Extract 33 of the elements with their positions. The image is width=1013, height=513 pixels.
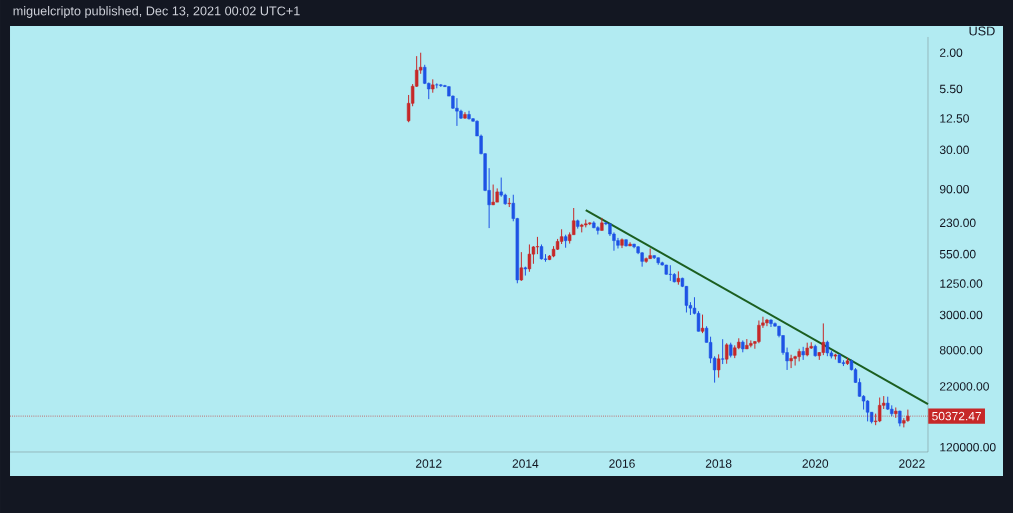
y-tick-label: 5.50 [939, 84, 963, 94]
candlestick [668, 264, 672, 282]
chart-title: miguelcripto published, Dec 13, 2021 00:02 UTC+1 [13, 6, 300, 18]
x-tick-label: 2012 [416, 459, 442, 468]
x-tick-label: 2020 [802, 459, 829, 468]
text: USD [969, 26, 995, 36]
y-tick-label: 30.00 [939, 145, 969, 155]
y-tick-label: 230.00 [939, 218, 976, 228]
x-tick-label: 2014 [512, 459, 539, 468]
y-tick-label: 12.50 [940, 114, 969, 123]
candlestick [700, 314, 705, 334]
candlestick [716, 353, 721, 379]
candlestick [720, 338, 725, 365]
x-tick-label: 2022 [899, 459, 925, 468]
candlestick [455, 97, 459, 127]
y-tick-label: 1250.00 [940, 279, 983, 288]
y-tick-label: 120000.00 [940, 442, 996, 452]
x-tick-label: 2018 [705, 459, 732, 468]
y-tick-label: 22000.00 [939, 382, 989, 391]
candlestick [757, 319, 761, 344]
candlestick [696, 310, 701, 332]
ref-line-label: 50372.47 [932, 411, 982, 421]
candlestick [821, 322, 825, 356]
candlestick [865, 399, 870, 422]
x-tick-label: 2016 [609, 459, 635, 468]
candlestick [793, 355, 797, 367]
y-tick-label: 90.00 [939, 184, 969, 194]
y-tick-label: 3000.00 [939, 310, 983, 320]
candlestick [725, 342, 729, 365]
y-tick-label: 2.00 [939, 48, 963, 57]
y-tick-label: 8000.00 [939, 345, 983, 355]
y-tick-label: 550.00 [939, 249, 976, 259]
candlestick [789, 354, 793, 369]
